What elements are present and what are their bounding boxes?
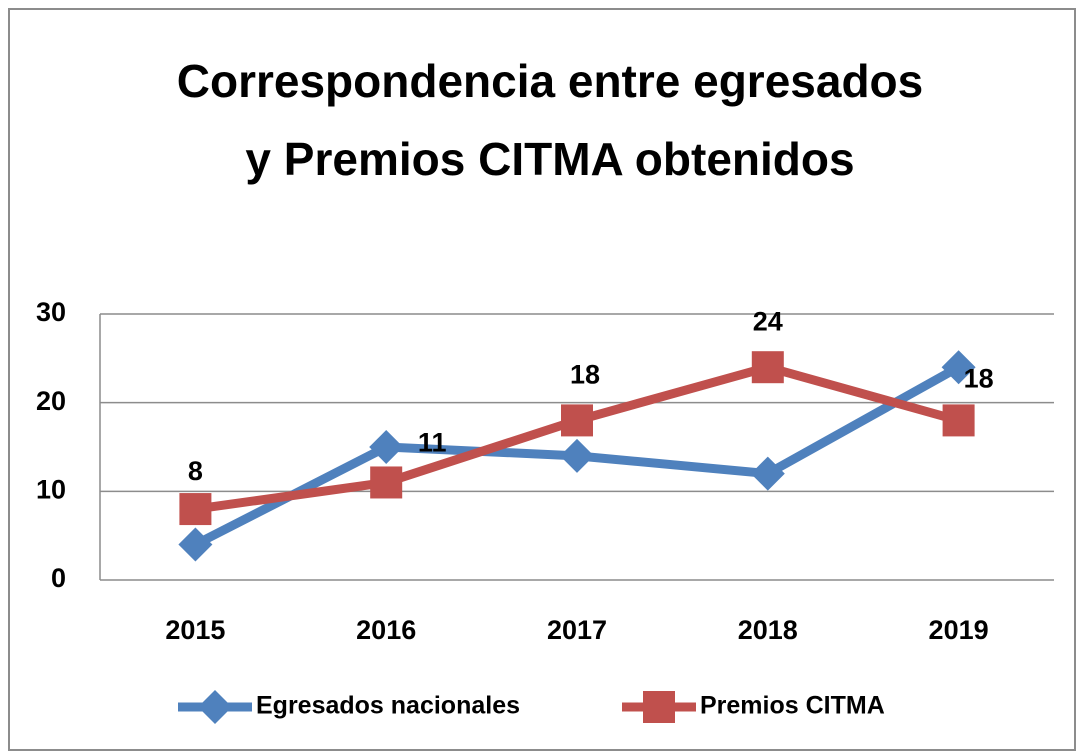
data-label: 24 — [753, 306, 783, 336]
data-point — [941, 350, 976, 385]
x-tick-label: 2015 — [165, 615, 225, 645]
data-point — [750, 456, 785, 491]
legend-text: Egresados nacionales — [256, 692, 520, 720]
data-point — [942, 404, 975, 437]
data-label: 18 — [570, 360, 600, 390]
data-point — [370, 466, 403, 499]
data-label: 18 — [964, 364, 994, 394]
data-label: 8 — [188, 456, 203, 486]
data-label: 11 — [418, 428, 447, 458]
data-point — [179, 493, 212, 526]
x-tick-label: 2016 — [356, 615, 416, 645]
y-tick-label: 0 — [51, 563, 66, 593]
chart-title: Correspondencia entre egresados y Premio… — [176, 55, 924, 185]
y-tick-label: 30 — [36, 297, 66, 327]
x-tick-label: 2017 — [547, 615, 607, 645]
legend-text: Premios CITMA — [700, 692, 885, 720]
data-point — [178, 527, 213, 562]
data-point — [751, 351, 784, 384]
x-tick-label: 2019 — [929, 615, 989, 645]
x-tick-label: 2018 — [738, 615, 798, 645]
y-tick-label: 10 — [36, 474, 66, 504]
data-point — [561, 404, 593, 437]
chart-frame — [8, 8, 1076, 751]
y-tick-label: 20 — [36, 386, 66, 416]
data-point — [369, 430, 404, 464]
data-point — [560, 438, 594, 473]
legend-marker — [198, 690, 232, 724]
legend-marker — [643, 691, 675, 723]
